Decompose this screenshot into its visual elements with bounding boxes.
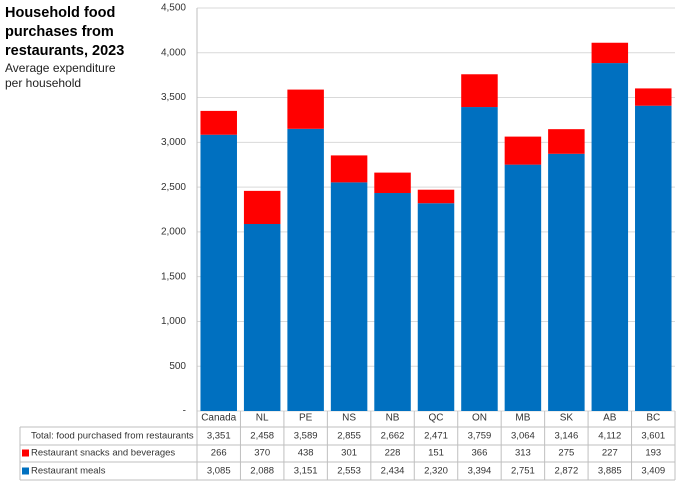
bar-segment (504, 136, 542, 165)
x-tick-label: MB (515, 413, 530, 424)
y-tick-label: 4,000 (161, 47, 186, 58)
bar-segment (591, 63, 629, 412)
x-tick-label: SK (560, 413, 574, 424)
bar-segment (200, 134, 237, 411)
x-tick-label: NB (386, 413, 400, 424)
y-tick-label: 2,500 (161, 182, 186, 193)
bar-segment (243, 224, 281, 411)
table-value: 2,855 (337, 431, 361, 442)
table-value: 2,320 (424, 466, 448, 477)
bar-segment (243, 190, 281, 225)
x-tick-label: Canada (201, 413, 236, 424)
bar-segment (287, 89, 324, 129)
bar-segment (591, 42, 629, 64)
legend-swatch (22, 449, 29, 457)
bar-segment (461, 74, 498, 108)
bar-segment (374, 193, 411, 411)
table-value: 2,872 (554, 466, 578, 477)
table-value: 2,434 (381, 466, 405, 477)
y-tick-label: 2,000 (161, 227, 186, 238)
table-value: 151 (428, 448, 444, 459)
bar-segment (504, 164, 542, 411)
table-value: 3,085 (207, 466, 231, 477)
table-value: 193 (645, 448, 661, 459)
table-value: 366 (472, 448, 488, 459)
chart-subtitle: Average expenditure per household (5, 61, 116, 90)
row-label: Restaurant meals (31, 466, 106, 477)
table-value: 3,394 (468, 466, 492, 477)
x-tick-label: BC (646, 413, 660, 424)
x-tick-label: NL (256, 413, 269, 424)
table-value: 266 (211, 448, 227, 459)
y-tick-label: 4,500 (161, 3, 186, 14)
row-label: Total: food purchased from restaurants (31, 431, 194, 442)
table-value: 3,151 (294, 466, 318, 477)
table-value: 3,589 (294, 431, 318, 442)
table-value: 3,409 (641, 466, 665, 477)
bar-segment (417, 189, 455, 204)
bar-segment (635, 88, 672, 106)
y-tick-label: - (183, 406, 186, 417)
table-value: 3,885 (598, 466, 622, 477)
table-value: 2,088 (250, 466, 274, 477)
table-value: 3,064 (511, 431, 535, 442)
bar-segment (200, 110, 237, 135)
x-tick-label: ON (472, 413, 487, 424)
bar-segment (287, 128, 324, 412)
y-tick-label: 500 (169, 361, 186, 372)
table-value: 301 (341, 448, 357, 459)
table-value: 313 (515, 448, 531, 459)
y-tick-label: 1,000 (161, 316, 186, 327)
table-value: 3,759 (468, 431, 492, 442)
bar-segment (374, 172, 411, 194)
table-value: 438 (298, 448, 314, 459)
table-value: 3,146 (554, 431, 578, 442)
table-value: 2,471 (424, 431, 448, 442)
table-value: 3,351 (207, 431, 231, 442)
row-label: Restaurant snacks and beverages (31, 448, 175, 459)
table-value: 275 (558, 448, 574, 459)
x-tick-label: PE (299, 413, 313, 424)
table-value: 2,458 (250, 431, 274, 442)
table-value: 370 (254, 448, 270, 459)
bar-segment (330, 155, 368, 183)
table-value: 227 (602, 448, 618, 459)
y-tick-label: 1,500 (161, 271, 186, 282)
table-value: 2,662 (381, 431, 405, 442)
x-tick-label: NS (342, 413, 356, 424)
table-value: 4,112 (598, 431, 621, 442)
table-value: 2,751 (511, 466, 535, 477)
x-tick-label: AB (603, 413, 617, 424)
chart-title: Household food purchases from restaurant… (5, 5, 125, 59)
bar-segment (548, 129, 585, 154)
y-tick-label: 3,500 (161, 92, 186, 103)
bar-segment (461, 107, 498, 411)
table-value: 2,553 (337, 466, 361, 477)
bar-segment (330, 182, 368, 411)
table-value: 228 (385, 448, 401, 459)
x-tick-label: QC (429, 413, 444, 424)
bar-segment (548, 153, 585, 411)
y-tick-label: 3,000 (161, 137, 186, 148)
table-value: 3,601 (641, 431, 665, 442)
bar-segment (635, 105, 672, 411)
bar-segment (417, 203, 455, 411)
legend-swatch (22, 467, 29, 475)
